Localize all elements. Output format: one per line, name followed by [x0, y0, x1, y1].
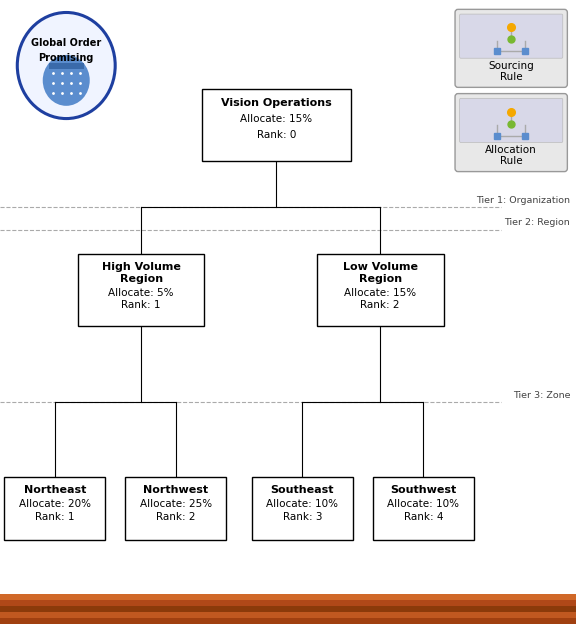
Text: Rank: 2: Rank: 2: [361, 300, 400, 310]
Bar: [126, 477, 226, 540]
Text: Northeast: Northeast: [24, 485, 86, 495]
Text: Promising: Promising: [39, 53, 94, 63]
Bar: [373, 477, 473, 540]
Text: Allocation
Rule: Allocation Rule: [486, 145, 537, 167]
Text: Rank: 4: Rank: 4: [404, 512, 443, 522]
Bar: [0, 594, 576, 600]
Text: Sourcing
Rule: Sourcing Rule: [488, 61, 534, 82]
Text: Rank: 1: Rank: 1: [35, 512, 74, 522]
Circle shape: [43, 55, 90, 106]
Text: Tier 1: Organization: Tier 1: Organization: [476, 196, 570, 205]
Text: Rank: 2: Rank: 2: [156, 512, 195, 522]
Text: Vision Operations: Vision Operations: [221, 98, 332, 109]
Text: Allocate: 15%: Allocate: 15%: [240, 114, 313, 124]
Text: High Volume
Region: High Volume Region: [102, 262, 180, 284]
Bar: [5, 477, 105, 540]
Bar: [252, 477, 353, 540]
Text: Allocate: 20%: Allocate: 20%: [18, 499, 91, 509]
Text: Allocate: 25%: Allocate: 25%: [139, 499, 212, 509]
Text: Allocate: 5%: Allocate: 5%: [108, 288, 174, 298]
Text: Low Volume
Region: Low Volume Region: [343, 262, 418, 284]
Bar: [78, 255, 204, 326]
Bar: [317, 255, 444, 326]
Bar: [48, 63, 84, 69]
Text: Allocate: 15%: Allocate: 15%: [344, 288, 416, 298]
FancyBboxPatch shape: [460, 14, 563, 58]
Circle shape: [17, 12, 115, 119]
FancyBboxPatch shape: [455, 94, 567, 172]
Text: Tier 3: Zone: Tier 3: Zone: [513, 391, 570, 400]
Text: Southeast: Southeast: [271, 485, 334, 495]
Bar: [0, 600, 576, 606]
FancyBboxPatch shape: [460, 99, 563, 142]
Text: Rank: 1: Rank: 1: [122, 300, 161, 310]
Bar: [202, 89, 351, 160]
Bar: [0, 618, 576, 624]
Text: Rank: 0: Rank: 0: [257, 130, 296, 140]
Text: Global Order: Global Order: [31, 38, 101, 48]
Bar: [0, 612, 576, 618]
Bar: [0, 606, 576, 612]
Text: Rank: 3: Rank: 3: [283, 512, 322, 522]
Text: Northwest: Northwest: [143, 485, 209, 495]
Text: Allocate: 10%: Allocate: 10%: [387, 499, 460, 509]
FancyBboxPatch shape: [455, 9, 567, 87]
Text: Tier 2: Region: Tier 2: Region: [505, 218, 570, 227]
Text: Southwest: Southwest: [390, 485, 457, 495]
Text: Allocate: 10%: Allocate: 10%: [266, 499, 339, 509]
